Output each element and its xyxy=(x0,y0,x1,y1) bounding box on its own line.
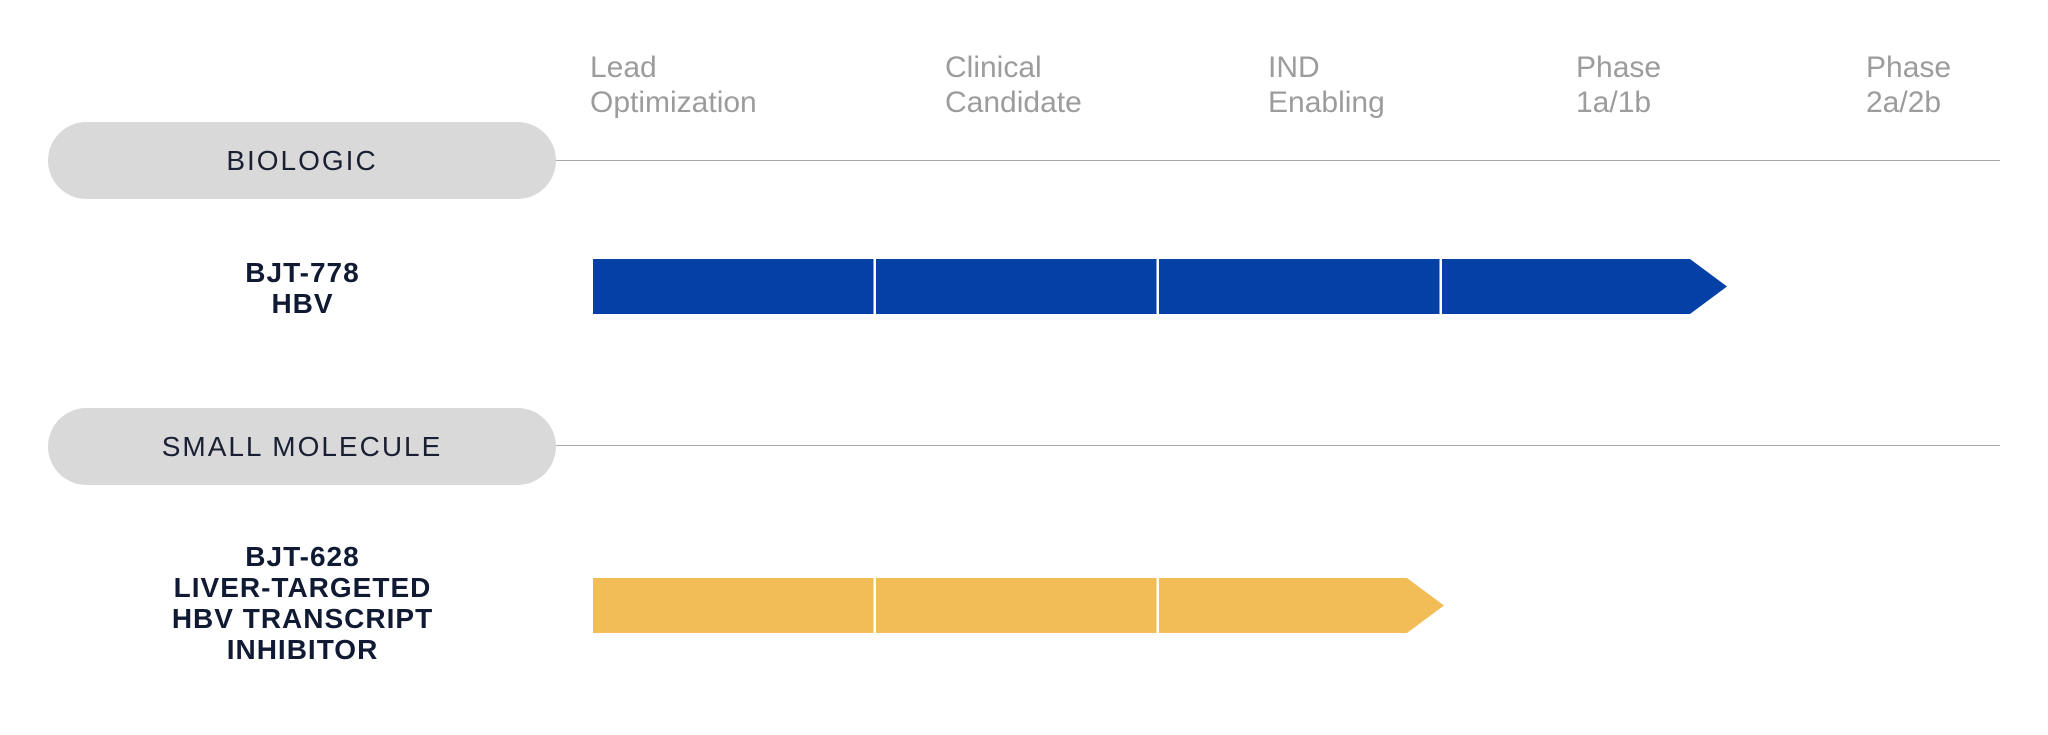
category-divider-line xyxy=(556,160,2000,161)
bar-stage-segment xyxy=(876,578,1157,633)
program-label-line: BJT-628 xyxy=(245,541,360,572)
phase-header-line1: IND xyxy=(1268,51,1320,84)
phase-header-line2: 1a/1b xyxy=(1576,86,1652,119)
bar-stage-segment xyxy=(593,578,874,633)
phase-header-phase-2a-2b: Phase 2a/2b xyxy=(1866,50,1951,120)
progress-bar-bjt-778 xyxy=(593,259,1727,314)
phase-header-phase-1a-1b: Phase 1a/1b xyxy=(1576,50,1661,120)
phase-header-ind-enabling: IND Enabling xyxy=(1268,50,1385,120)
program-label-line: HBV xyxy=(271,288,334,319)
phase-header-line2: Enabling xyxy=(1268,86,1385,119)
program-label-line: HBV TRANSCRIPT xyxy=(171,603,434,634)
phase-header-line1: Phase xyxy=(1866,51,1952,84)
bar-stage-segment xyxy=(876,259,1157,314)
bar-stage-segment xyxy=(1442,259,1727,314)
phase-header-line1: Lead xyxy=(590,51,657,84)
phase-header-lead-optimization: Lead Optimization xyxy=(590,50,757,120)
phase-header-line2: 2a/2b xyxy=(1866,86,1942,119)
progress-bar-bjt-628 xyxy=(593,578,1444,633)
phase-header-line1: Phase xyxy=(1576,51,1662,84)
program-label-line: LIVER-TARGETED xyxy=(173,572,432,603)
category-divider-line xyxy=(556,445,2000,446)
phase-header-clinical-candidate: Clinical Candidate xyxy=(945,50,1082,120)
program-label-bjt-628: BJT-628 LIVER-TARGETED HBV TRANSCRIPT IN… xyxy=(100,541,505,665)
category-label: SMALL MOLECULE xyxy=(161,430,443,462)
bar-stage-segment xyxy=(593,259,874,314)
program-label-line: BJT-778 xyxy=(245,257,360,288)
phase-header-line1: Clinical xyxy=(945,51,1042,84)
category-pill-biologic: BIOLOGIC xyxy=(48,122,556,199)
category-label: BIOLOGIC xyxy=(226,144,378,176)
category-pill-small-molecule: SMALL MOLECULE xyxy=(48,408,556,485)
program-label-line: INHIBITOR xyxy=(226,634,379,665)
phase-header-line2: Optimization xyxy=(590,86,757,119)
bar-stage-segment xyxy=(1159,259,1440,314)
bar-stage-segment xyxy=(1159,578,1444,633)
phase-header-line2: Candidate xyxy=(945,86,1082,119)
program-label-bjt-778: BJT-778 HBV xyxy=(100,257,505,319)
